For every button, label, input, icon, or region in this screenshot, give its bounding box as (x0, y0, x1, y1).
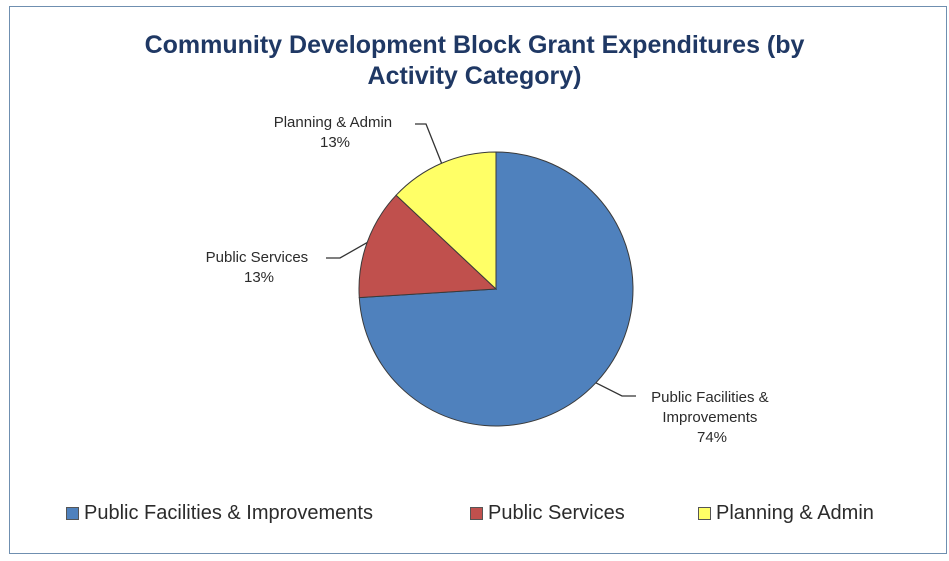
leader-line-planning-admin (415, 123, 443, 164)
slice-label-public-services-value: 13% (244, 269, 274, 286)
legend-label-public-services: Public Services (488, 502, 625, 524)
slice-label-public-facilities-line-1: Public Facilities & (651, 389, 769, 406)
leader-line-public-facilities (595, 382, 636, 397)
legend-swatch-planning-admin (698, 507, 711, 520)
slice-label-public-facilities-value: 74% (697, 429, 727, 446)
legend-swatch-public-services (470, 507, 483, 520)
chart-title-line-1: Community Development Block Grant Expend… (144, 31, 805, 59)
slice-label-public-facilities-line-2: Improvements (662, 409, 757, 426)
slice-label-public-services: Public Services 13% (206, 249, 313, 286)
legend-label-planning-admin: Planning & Admin (716, 502, 874, 524)
slice-label-planning-admin-line-1: Planning & Admin (274, 114, 392, 131)
chart-title: Community Development Block Grant Expend… (0, 30, 949, 92)
slice-label-public-services-line-1: Public Services (206, 249, 309, 266)
legend-item-planning-admin: Planning & Admin (698, 502, 874, 525)
leader-line-public-services (326, 242, 368, 259)
legend-item-public-facilities: Public Facilities & Improvements (66, 502, 373, 525)
legend-swatch-public-facilities (66, 507, 79, 520)
slice-label-planning-admin: Planning & Admin 13% (274, 114, 397, 151)
legend-label-public-facilities: Public Facilities & Improvements (84, 502, 373, 524)
slice-label-public-facilities: Public Facilities & Improvements 74% (651, 389, 773, 446)
slice-label-planning-admin-value: 13% (320, 134, 350, 151)
chart-title-line-2: Activity Category) (367, 62, 582, 90)
legend-item-public-services: Public Services (470, 502, 625, 525)
